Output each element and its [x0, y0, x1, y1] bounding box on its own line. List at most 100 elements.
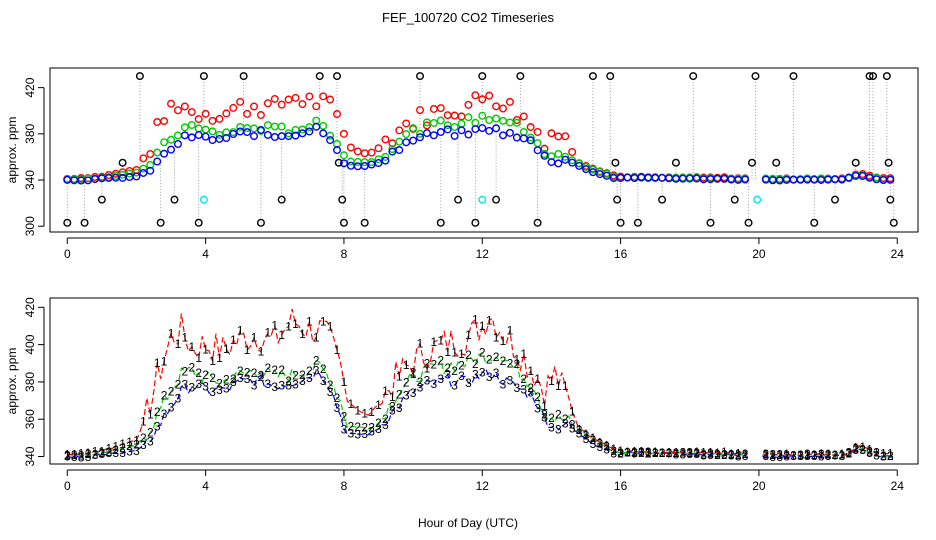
series-2-mark: 2	[403, 375, 410, 389]
series-3-mark: 3	[320, 374, 327, 388]
series-3-point	[167, 145, 176, 154]
series-3-mark: 3	[458, 369, 465, 383]
series-2-point	[485, 116, 494, 125]
outlier-point	[613, 195, 622, 204]
series-3-mark: 3	[64, 449, 71, 463]
series-2-point	[180, 123, 189, 132]
series-3-mark: 3	[327, 385, 334, 399]
outlier-point	[706, 218, 715, 227]
outlier-point	[748, 158, 757, 167]
series-1-point	[416, 106, 425, 115]
bottom-x-tick-label: 20	[752, 479, 766, 493]
series-3-mark: 3	[147, 435, 154, 449]
series-2-point	[319, 121, 328, 130]
series-2-mark: 2	[666, 446, 673, 460]
series-3-mark: 3	[645, 445, 652, 459]
series-3-point	[298, 129, 307, 138]
series-1-mark: 1	[486, 313, 493, 327]
series-2-mark: 2	[237, 364, 244, 378]
series-2-mark: 2	[818, 447, 825, 461]
series-1-mark: 1	[396, 369, 403, 383]
series-1-point	[346, 143, 355, 152]
series-1-mark: 1	[541, 399, 548, 413]
series-3-point	[886, 175, 895, 184]
series-2-point	[250, 124, 259, 133]
series-3-mark: 3	[417, 380, 424, 394]
outlier-point	[744, 218, 753, 227]
series-2-mark: 2	[845, 447, 852, 461]
series-3-point	[554, 159, 563, 168]
series-3-point	[256, 125, 265, 134]
series-2-point	[429, 118, 438, 127]
series-1-mark: 1	[237, 323, 244, 337]
series-1-mark: 1	[354, 403, 361, 417]
outlier-point	[611, 158, 620, 167]
series-3-mark: 3	[859, 443, 866, 457]
series-2-mark: 2	[126, 439, 133, 453]
series-1-mark: 1	[638, 444, 645, 458]
series-3-mark: 3	[348, 427, 355, 441]
outlier-point	[533, 218, 542, 227]
series-1-mark: 1	[652, 445, 659, 459]
series-3-mark: 3	[154, 420, 161, 434]
series-1-line	[67, 308, 746, 456]
series-2-mark: 2	[417, 375, 424, 389]
series-1-mark: 1	[624, 445, 631, 459]
series-3-mark: 3	[569, 421, 576, 435]
top-y-tick-label: 380	[23, 123, 37, 143]
series-1-mark: 1	[666, 445, 673, 459]
outlier-point	[851, 158, 860, 167]
series-2-mark: 2	[161, 389, 168, 403]
series-3-mark: 3	[783, 449, 790, 463]
series-1-mark: 1	[382, 384, 389, 398]
series-3-point	[443, 125, 452, 134]
series-1-point	[263, 99, 272, 108]
series-1-point	[492, 102, 501, 111]
series-3-mark: 3	[92, 448, 99, 462]
outlier-point	[277, 195, 286, 204]
series-2-mark: 2	[873, 446, 880, 460]
series-1-mark: 1	[562, 379, 569, 393]
series-3-point	[741, 175, 750, 184]
series-1-mark: 1	[818, 447, 825, 461]
series-3-point	[416, 133, 425, 142]
series-2-point	[194, 124, 203, 133]
series-2-point	[339, 151, 348, 160]
bottom-series-lines	[67, 308, 891, 458]
series-3-mark: 3	[590, 437, 597, 451]
series-1-mark: 1	[804, 448, 811, 462]
series-3-mark: 3	[85, 450, 92, 464]
series-2-mark: 2	[500, 354, 507, 368]
series-1-mark: 1	[873, 445, 880, 459]
series-1-mark: 1	[514, 353, 521, 367]
series-1-mark: 1	[327, 320, 334, 334]
series-3-mark: 3	[306, 371, 313, 385]
series-3-point	[353, 162, 362, 171]
series-1-point	[146, 150, 155, 159]
series-2-mark: 2	[797, 448, 804, 462]
series-1-point	[367, 148, 376, 157]
series-1-point	[243, 109, 252, 118]
top-panel: 0 4 8 12 16 20 24 300 340 380 420 approx. ppm	[5, 67, 919, 261]
series-2-mark: 2	[811, 448, 818, 462]
series-1-mark: 1	[880, 446, 887, 460]
series-1-mark: 1	[520, 347, 527, 361]
top-y-axis: 300 340 380 420	[23, 77, 45, 236]
series-2-mark: 2	[707, 446, 714, 460]
series-1-mark: 1	[631, 444, 638, 458]
series-1-mark: 1	[168, 326, 175, 340]
series-3-mark: 3	[168, 400, 175, 414]
series-1-point	[485, 91, 494, 100]
series-3-point	[540, 151, 549, 160]
series-1-mark: 1	[707, 445, 714, 459]
series-3-mark: 3	[797, 449, 804, 463]
series-3-point	[153, 157, 162, 166]
series-1-mark: 1	[659, 446, 666, 460]
series-3-point	[194, 131, 203, 140]
series-1-mark: 1	[126, 435, 133, 449]
outlier-point	[118, 158, 127, 167]
series-2-mark: 2	[479, 346, 486, 360]
series-3-mark: 3	[389, 404, 396, 418]
chart-title: FEF_100720 CO2 Timeseries	[382, 10, 554, 25]
series-2-mark: 2	[638, 446, 645, 460]
